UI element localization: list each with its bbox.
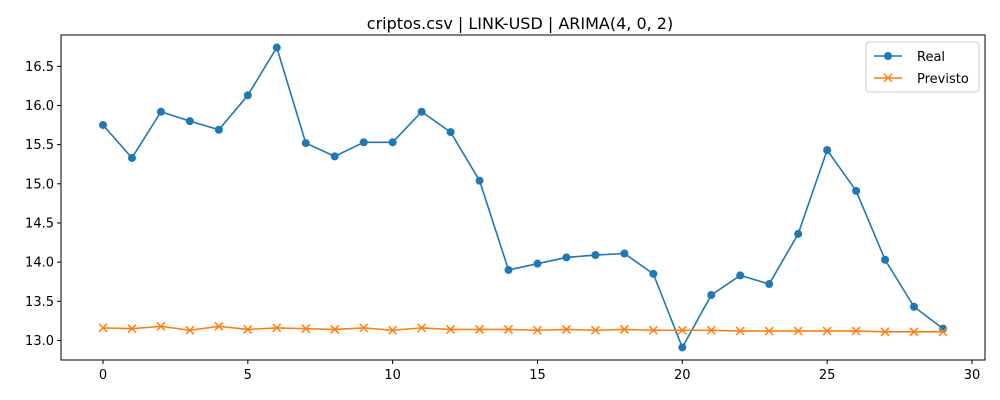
chart-title: criptos.csv | LINK-USD | ARIMA(4, 0, 2): [367, 14, 673, 33]
data-point-real: [301, 139, 310, 148]
data-point-previsto: [648, 325, 658, 335]
data-point-real: [359, 138, 368, 147]
y-axis: 13.0 13.5 14.0 14.5 15.0 15.5 16.0 16.5: [25, 60, 61, 349]
x-axis: 0 5 10 15 20 25 30: [99, 360, 980, 383]
y-tick-label: 13.5: [25, 295, 54, 310]
data-point-previsto: [706, 325, 716, 335]
data-point-previsto: [243, 324, 253, 334]
y-tick-label: 14.0: [25, 256, 54, 271]
data-point-previsto: [359, 323, 369, 333]
data-point-real: [678, 343, 687, 352]
data-point-previsto: [185, 325, 195, 335]
data-point-previsto: [446, 324, 456, 334]
x-tick-label: 15: [529, 368, 546, 383]
legend: Real Previsto: [865, 41, 980, 93]
data-point-previsto: [793, 326, 803, 336]
data-point-previsto: [388, 325, 398, 335]
data-point-previsto: [590, 325, 600, 335]
data-point-previsto: [475, 324, 485, 334]
x-tick-label: 0: [99, 368, 107, 383]
data-point-real: [736, 271, 745, 280]
legend-label-previsto: Previsto: [917, 72, 969, 87]
data-point-previsto: [532, 325, 543, 335]
data-point-previsto: [272, 323, 282, 333]
data-point-previsto: [417, 323, 427, 333]
data-point-real: [823, 146, 832, 155]
data-point-previsto: [851, 326, 861, 336]
data-point-real: [127, 153, 136, 162]
data-point-real: [156, 107, 165, 116]
data-point-real: [707, 291, 716, 299]
data-point-previsto: [764, 326, 774, 336]
data-point-real: [533, 259, 542, 268]
legend-marker-real: [884, 52, 892, 60]
x-tick-label: 10: [384, 368, 401, 383]
data-point-previsto: [619, 324, 629, 334]
data-point-real: [794, 229, 803, 238]
data-point-previsto: [677, 325, 687, 335]
data-point-real: [446, 128, 455, 137]
series-line-real: [102, 46, 944, 349]
x-tick-label: 30: [964, 368, 981, 383]
data-point-real: [504, 265, 513, 274]
y-tick-label: 16.0: [25, 99, 54, 114]
y-tick-label: 14.5: [25, 216, 54, 231]
series-line-previsto: [102, 325, 943, 333]
data-point-previsto: [214, 321, 224, 331]
data-point-previsto: [909, 327, 919, 337]
data-point-real: [388, 138, 397, 147]
y-tick-label: 15.5: [25, 138, 54, 153]
data-point-real: [765, 280, 774, 289]
x-tick-label: 25: [819, 368, 836, 383]
x-tick-label: 5: [244, 368, 252, 383]
data-point-previsto: [561, 324, 571, 334]
legend-marker-previsto: [883, 73, 893, 83]
data-point-previsto: [98, 323, 108, 333]
data-point-previsto: [503, 324, 514, 334]
data-point-real: [562, 253, 571, 262]
legend-label-real: Real: [917, 50, 945, 65]
legend-box: [865, 41, 980, 93]
data-point-real: [881, 255, 890, 264]
data-point-real: [214, 125, 223, 134]
data-point-previsto: [938, 327, 948, 337]
series-layer: [98, 43, 948, 352]
data-point-previsto: [735, 326, 745, 336]
data-point-previsto: [301, 324, 311, 334]
data-point-previsto: [880, 327, 890, 337]
data-point-real: [620, 249, 629, 258]
data-point-real: [649, 269, 658, 278]
data-point-real: [852, 186, 861, 195]
data-point-real: [910, 302, 919, 311]
data-point-real: [475, 176, 484, 185]
data-point-previsto: [822, 326, 832, 336]
data-point-real: [99, 121, 107, 130]
data-point-real: [243, 91, 252, 100]
data-point-real: [591, 251, 600, 260]
data-point-real: [272, 43, 281, 52]
plot-area: [60, 34, 986, 361]
y-tick-label: 16.5: [25, 60, 54, 75]
data-point-previsto: [156, 321, 166, 331]
data-point-real: [330, 152, 339, 161]
data-point-real: [417, 107, 426, 116]
x-marker-icon: [883, 73, 893, 83]
y-tick-label: 13.0: [25, 334, 54, 349]
y-tick-label: 15.0: [25, 177, 54, 192]
x-tick-label: 20: [674, 368, 691, 383]
data-point-real: [185, 117, 194, 126]
data-point-previsto: [127, 324, 137, 334]
data-point-previsto: [330, 324, 340, 334]
